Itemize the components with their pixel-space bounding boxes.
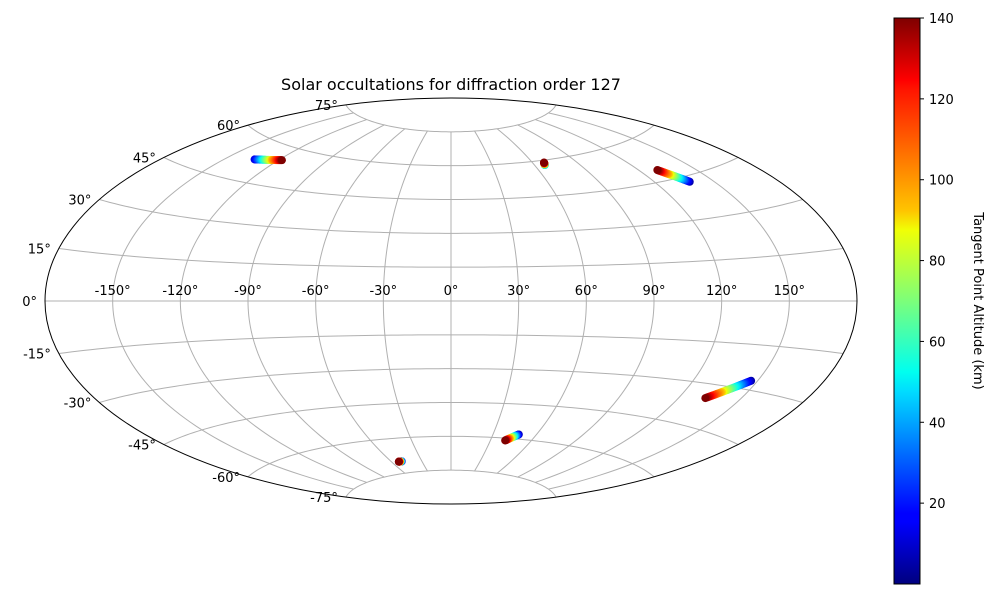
y-tick-labels: -75° -60° -45° -30° -15° 0° 15° 30° 45° 60° 75°: [22, 99, 338, 506]
latitude-gridline: [99, 368, 803, 403]
y-tick-label: 30°: [68, 194, 91, 209]
colorbar-tick-label: 20: [929, 497, 946, 512]
latitude-gridline: [345, 104, 557, 133]
chart-title: Solar occultations for diffraction order…: [281, 75, 621, 94]
y-tick-label: 15°: [28, 242, 51, 257]
colorbar: 20 40 60 80 100 120 140 Tangent Point Altitude…: [893, 12, 985, 585]
x-tick-label: -60°: [302, 284, 330, 299]
x-tick-label: 90°: [642, 284, 665, 299]
colorbar-tick-label: 140: [929, 12, 954, 27]
latitude-gridline: [163, 157, 739, 201]
y-tick-label: -15°: [23, 348, 51, 363]
map-outline: [44, 97, 858, 505]
occultation-point: [701, 394, 710, 403]
colorbar-tick-label: 80: [929, 255, 946, 270]
y-tick-label: 60°: [217, 119, 240, 134]
x-tick-label: -150°: [95, 284, 131, 299]
occultation-point: [539, 158, 548, 167]
colorbar-tick-label: 60: [929, 335, 946, 350]
x-tick-labels: -150° -120° -90° -60° -30° 0° 30° 60° 90° 120° 150…: [95, 284, 805, 299]
colorbar-tick-label: 100: [929, 174, 954, 189]
latitude-gridline: [58, 334, 844, 355]
occultation-point: [394, 457, 403, 466]
data-points: [250, 155, 756, 466]
colorbar-gradient: [893, 17, 921, 585]
y-tick-label: 45°: [133, 151, 156, 166]
latitude-gridline: [163, 401, 739, 445]
x-tick-label: 150°: [774, 284, 805, 299]
latitude-gridline: [247, 435, 655, 478]
colorbar-ticks: 20 40 60 80 100 120 140: [920, 12, 954, 512]
y-tick-label: 75°: [315, 99, 338, 114]
colorbar-tick-label: 120: [929, 93, 954, 108]
x-tick-label: -90°: [234, 284, 262, 299]
y-tick-label: -60°: [212, 471, 240, 486]
x-tick-label: 0°: [444, 284, 459, 299]
latitude-gridline: [247, 124, 655, 167]
y-tick-label: -75°: [310, 491, 338, 506]
occultation-point: [501, 436, 510, 445]
x-tick-label: -120°: [162, 284, 198, 299]
y-tick-label: -45°: [128, 439, 156, 454]
x-tick-label: -30°: [369, 284, 397, 299]
x-tick-label: 120°: [706, 284, 737, 299]
latitude-gridline: [345, 469, 557, 498]
x-tick-label: 30°: [507, 284, 530, 299]
colorbar-tick-label: 40: [929, 416, 946, 431]
colorbar-label: Tangent Point Altitude (km): [970, 211, 985, 389]
latitude-gridlines: [45, 104, 857, 498]
x-tick-label: 60°: [575, 284, 598, 299]
latitude-gridline: [58, 247, 844, 268]
y-tick-label: -30°: [64, 397, 92, 412]
map-plot-area: -150° -120° -90° -60° -30° 0° 30° 60° 90° 120° 150…: [22, 97, 858, 506]
occultation-point: [653, 166, 662, 175]
occultation-point: [277, 156, 286, 165]
latitude-gridline: [99, 199, 803, 234]
y-tick-label: 0°: [22, 295, 37, 310]
